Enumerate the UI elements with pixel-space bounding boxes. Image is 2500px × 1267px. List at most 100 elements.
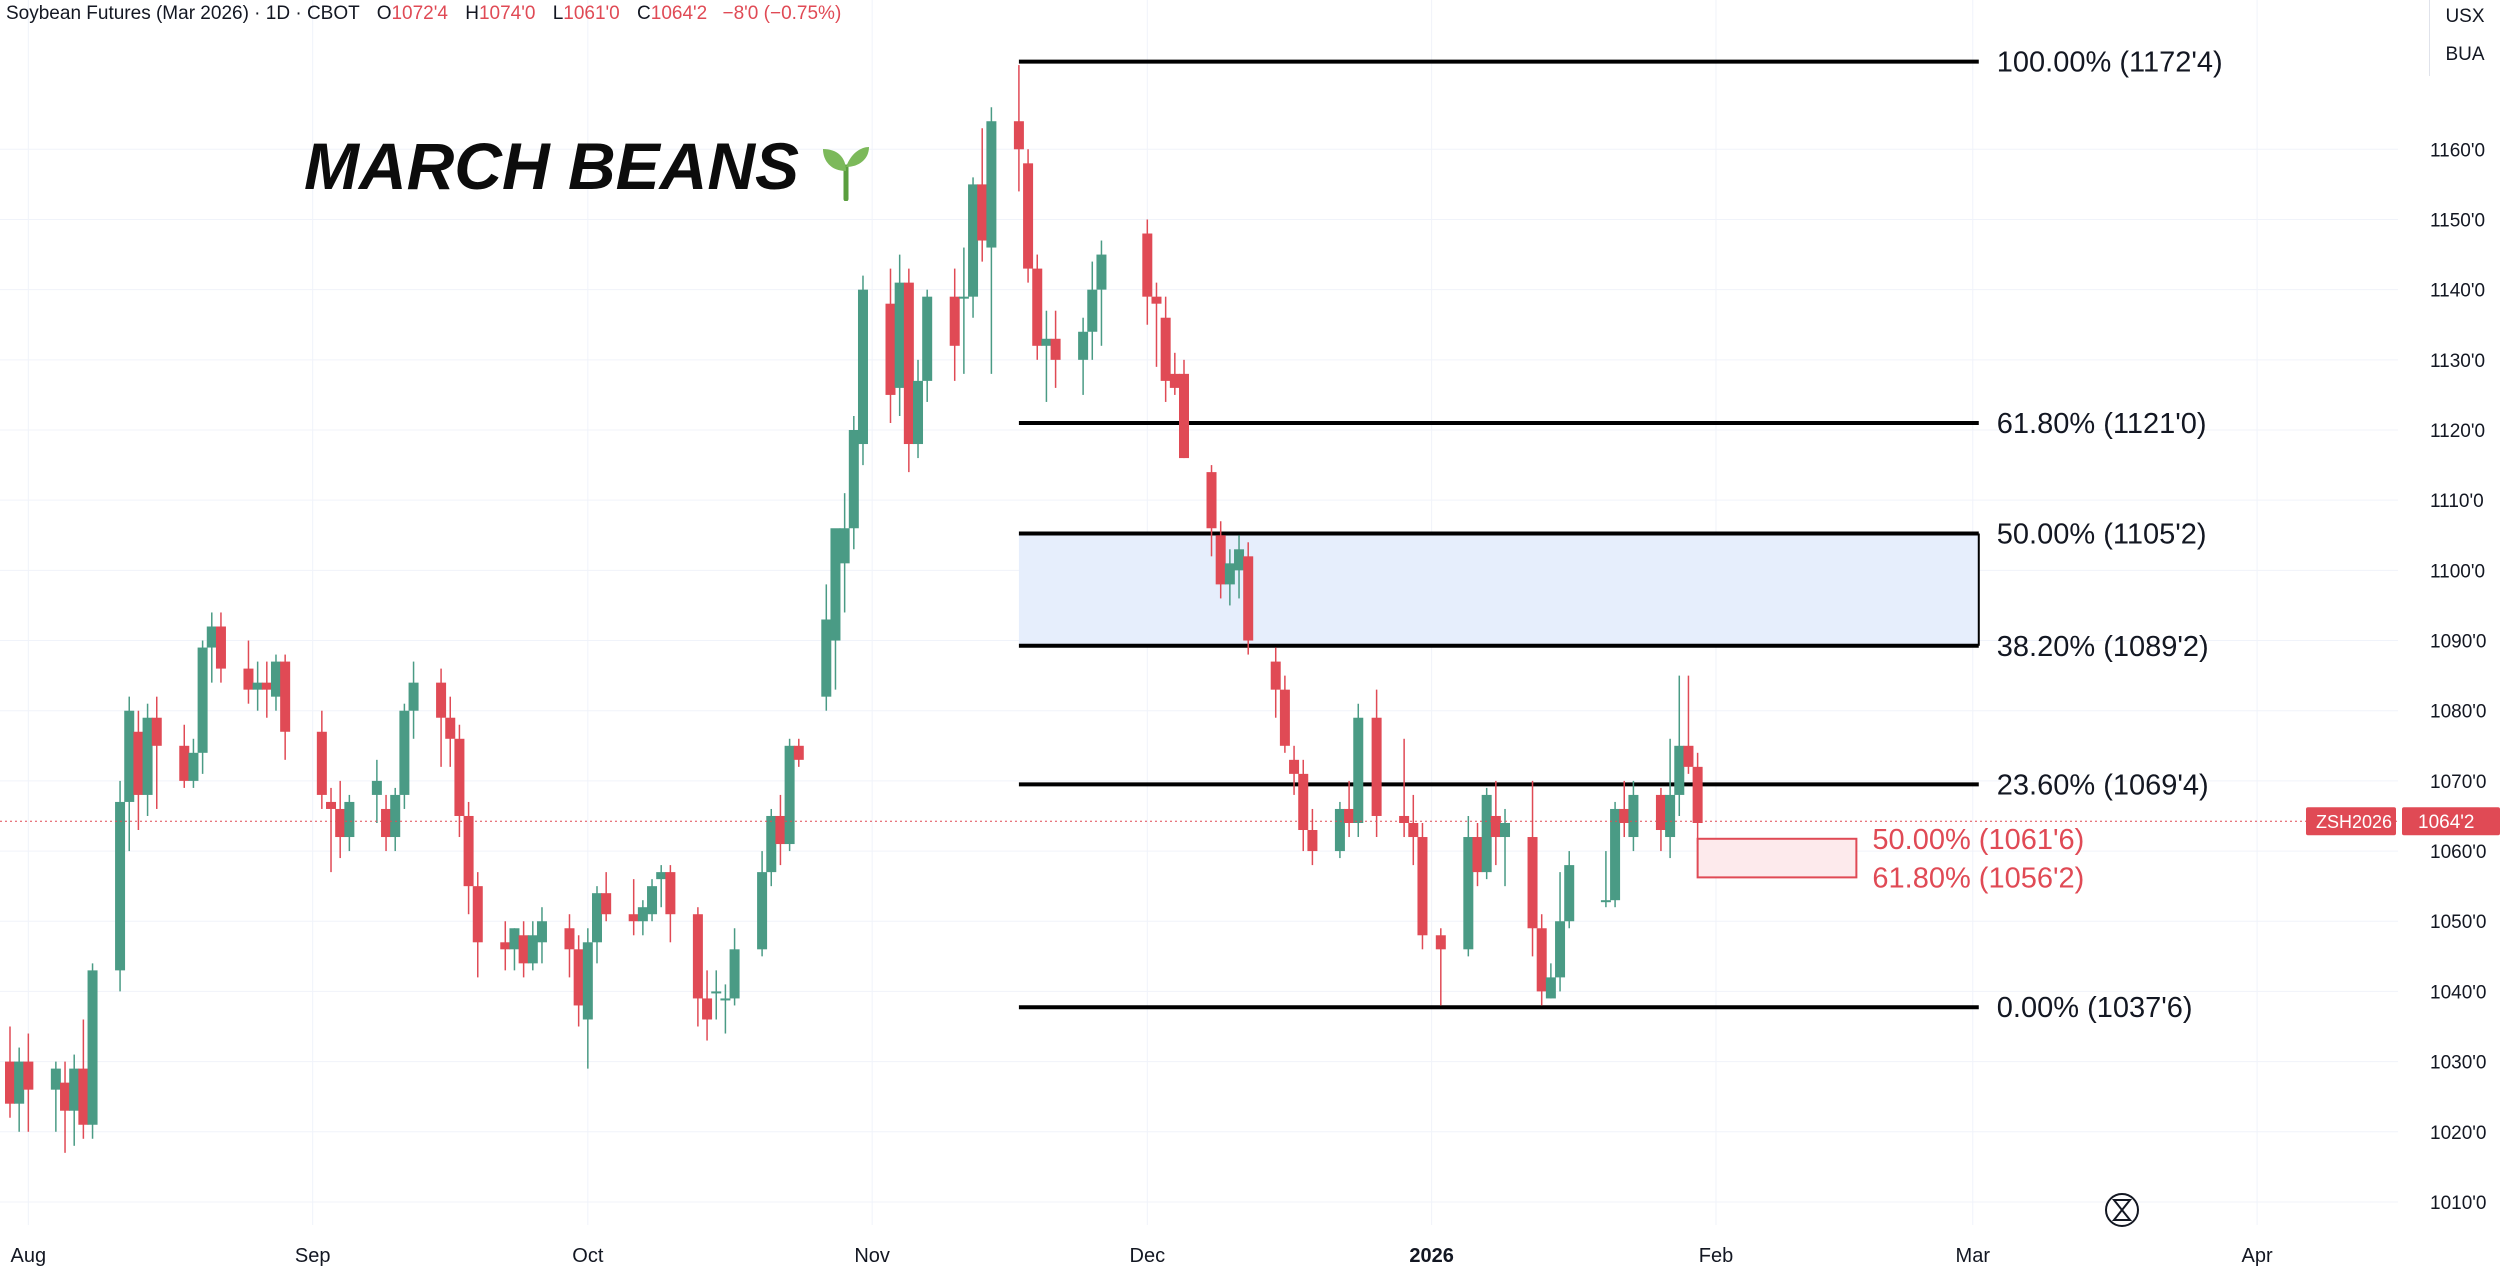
candle: [463, 801, 474, 915]
candle-body: [1655, 794, 1666, 831]
candle: [1142, 219, 1153, 325]
candle-body: [463, 815, 474, 887]
candle-body: [436, 682, 447, 718]
candle: [261, 661, 272, 718]
candle-body: [500, 942, 511, 950]
candle-body: [628, 914, 639, 922]
candle-body: [775, 815, 786, 845]
candle-body: [830, 528, 841, 641]
candle-body: [1619, 808, 1630, 823]
candle-body: [78, 1068, 89, 1125]
symbol-header: Soybean Futures (Mar 2026) · 1D · CBOT O…: [6, 3, 841, 25]
candle-body: [1041, 338, 1052, 346]
candle-body: [115, 801, 126, 971]
candle: [1655, 787, 1666, 852]
candle-body: [142, 717, 153, 795]
currency-panel[interactable]: USX BUA: [2429, 0, 2500, 76]
time-tick-label: Aug: [11, 1245, 47, 1267]
low-label: L: [552, 3, 564, 24]
candle-body: [206, 626, 217, 648]
candle: [1206, 465, 1217, 557]
candle-body: [1545, 977, 1556, 999]
candle-body: [390, 794, 401, 838]
candle: [1600, 851, 1611, 908]
candle: [472, 872, 483, 978]
candle: [142, 703, 153, 816]
sprout-icon: [823, 146, 870, 201]
fibonacci-lines: [1018, 59, 1979, 1010]
candle-body: [1527, 837, 1538, 929]
candle: [885, 268, 896, 423]
candle-body: [564, 928, 575, 950]
candle-body: [592, 893, 602, 943]
time-tick-label: Mar: [1956, 1245, 1991, 1267]
red-zone-label: 61.80% (1056'2): [1872, 862, 2084, 894]
candle: [1013, 65, 1024, 192]
candle: [124, 696, 135, 852]
candle: [1087, 261, 1098, 360]
candle-body: [133, 731, 144, 795]
candle: [243, 640, 254, 704]
candle-body: [518, 935, 529, 964]
currency-unit[interactable]: USX: [2445, 6, 2485, 27]
time-tick-label: 2026: [1409, 1245, 1454, 1267]
candle: [252, 661, 263, 711]
candle-body: [408, 682, 419, 711]
candle-body: [270, 661, 281, 697]
candle: [1234, 535, 1245, 599]
open-label: O: [376, 3, 392, 24]
candle: [87, 963, 98, 1139]
candle: [500, 921, 511, 971]
candle: [1169, 352, 1180, 395]
candle: [1023, 149, 1034, 283]
candle: [215, 612, 226, 683]
candle: [390, 787, 401, 852]
last-price-badge: [2402, 807, 2500, 836]
candle-body: [527, 935, 538, 964]
price-tick-label: 1020'0: [2430, 1123, 2486, 1144]
candle-body: [757, 872, 768, 950]
candle: [922, 289, 933, 402]
candle: [1683, 675, 1694, 774]
candle: [1307, 808, 1318, 866]
candle-body: [848, 430, 859, 529]
price-tick-label: 1040'0: [2430, 982, 2486, 1003]
candle-body: [1628, 794, 1639, 838]
candle-body: [702, 998, 713, 1020]
candle: [1545, 963, 1556, 999]
candle-body: [1013, 121, 1024, 150]
candle-body: [821, 619, 832, 697]
currency-sub[interactable]: BUA: [2445, 44, 2485, 65]
candle: [913, 359, 924, 459]
price-axis[interactable]: 1010'0 1020'0 1030'0 1040'0 1050'0 1060'0 1070…: [2306, 0, 2500, 1267]
candle-body: [151, 717, 162, 746]
time-axis[interactable]: Aug Sep Oct Nov Dec 2026 Feb Mar Apr: [11, 1245, 2273, 1267]
candle: [692, 907, 703, 1027]
candle-body: [124, 710, 135, 802]
candle: [78, 1019, 89, 1139]
candle: [335, 780, 346, 859]
candle-body: [1665, 794, 1676, 838]
candle: [628, 879, 639, 936]
candle: [270, 654, 281, 711]
candle-body: [243, 668, 254, 690]
candle-body: [344, 801, 355, 838]
candle-body: [1674, 745, 1685, 795]
candle-body: [87, 970, 98, 1125]
candle-body: [729, 949, 740, 999]
candle: [1481, 787, 1492, 880]
candle-body: [720, 998, 731, 1001]
reset-chart-button[interactable]: [2105, 1193, 2139, 1227]
candle-body: [1344, 808, 1355, 823]
candle-body: [445, 717, 456, 739]
candle-body: [885, 303, 896, 395]
candle: [344, 794, 355, 852]
time-tick-label: Sep: [295, 1245, 331, 1267]
price-tick-label: 1120'0: [2430, 421, 2485, 442]
candle: [60, 1061, 71, 1153]
candle-body: [903, 282, 914, 445]
candle-body: [894, 282, 905, 388]
candle: [536, 907, 547, 964]
candle: [1490, 780, 1501, 866]
